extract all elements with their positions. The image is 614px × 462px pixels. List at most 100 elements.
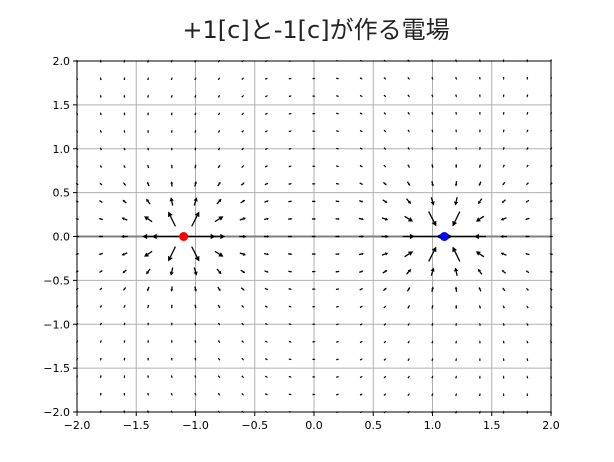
field-arrow (428, 246, 437, 262)
arrow-head (220, 233, 226, 240)
arrow-head (147, 394, 149, 396)
arrow-head (123, 77, 126, 79)
arrow-shaft (217, 130, 220, 133)
arrow-head (144, 252, 150, 257)
field-arrow (455, 129, 457, 133)
field-arrow (170, 94, 173, 98)
arrow-head (431, 148, 434, 151)
arrow-head (99, 288, 102, 291)
field-arrow (122, 199, 127, 204)
field-arrow (98, 252, 103, 256)
arrow-head (171, 376, 173, 379)
arrow-head (431, 166, 434, 169)
field-arrow (312, 165, 316, 168)
arrow-head (407, 217, 414, 222)
arrow-head (147, 112, 149, 114)
field-arrow (359, 147, 363, 150)
arrow-shaft (407, 358, 410, 361)
field-arrow (98, 235, 103, 238)
field-arrow (264, 165, 269, 168)
arrow-head (242, 358, 244, 361)
arrow-head (218, 376, 221, 379)
field-arrow (264, 340, 268, 343)
field-arrow (214, 250, 224, 257)
field-arrow (336, 305, 340, 308)
field-arrow (526, 147, 529, 151)
arrow-head (337, 183, 340, 185)
arrow-shaft (454, 250, 461, 262)
arrow-shaft (383, 323, 386, 326)
field-arrow (525, 252, 530, 256)
arrow-shaft (217, 375, 220, 378)
field-arrow (312, 182, 316, 185)
field-arrow (526, 322, 529, 326)
field-arrow (407, 76, 410, 80)
field-arrow (217, 392, 221, 396)
arrow-shaft (383, 94, 386, 97)
field-arrow (193, 197, 198, 206)
field-arrow (407, 94, 410, 98)
arrow-head (242, 252, 247, 256)
field-arrow (383, 393, 387, 396)
field-arrow (381, 252, 389, 256)
field-arrow (526, 94, 529, 98)
arrow-shaft (383, 376, 386, 379)
arrow-head (408, 393, 410, 395)
field-arrow (404, 215, 414, 222)
arrow-head (147, 164, 149, 167)
arrow-shaft (455, 197, 458, 202)
field-arrow (170, 340, 173, 344)
arrow-head (407, 251, 414, 256)
field-arrow (241, 392, 245, 396)
arrow-head (384, 217, 389, 221)
arrow-head (290, 182, 293, 185)
field-arrow (123, 322, 126, 326)
arrow-head (194, 129, 197, 132)
arrow-head (123, 129, 126, 132)
arrow-head (314, 376, 316, 378)
arrow-head (385, 234, 389, 239)
arrow-shaft (383, 181, 386, 185)
field-arrow (288, 340, 292, 343)
field-arrow (383, 340, 387, 344)
field-arrow (239, 234, 247, 239)
arrow-shaft (526, 182, 529, 185)
arrow-shaft (359, 376, 362, 379)
field-arrow (264, 77, 268, 80)
arrow-shaft (502, 181, 506, 185)
arrow-shaft (194, 286, 197, 290)
arrow-shaft (431, 112, 434, 115)
arrow-shaft (526, 341, 529, 344)
arrow-shaft (502, 306, 505, 309)
arrow-shaft (100, 183, 103, 186)
field-arrow (455, 164, 458, 169)
field-arrow (217, 77, 221, 81)
arrow-head (384, 393, 387, 395)
arrow-head (549, 235, 551, 238)
field-arrow (264, 287, 269, 291)
arrow-head (123, 112, 126, 114)
x-tick-label: −1.0 (182, 419, 209, 432)
field-arrow (502, 112, 505, 116)
field-arrow (99, 77, 102, 81)
arrow-shaft (359, 182, 362, 185)
arrow-head (147, 129, 149, 132)
arrow-shaft (147, 250, 153, 255)
field-arrow (99, 200, 103, 203)
field-arrow (502, 287, 506, 292)
arrow-head (290, 341, 292, 343)
arrow-head (99, 341, 102, 344)
arrow-head (455, 166, 458, 169)
arrow-head (242, 323, 244, 326)
field-arrow (431, 340, 434, 344)
arrow-head (218, 94, 221, 97)
arrow-shaft (263, 252, 267, 255)
arrow-shaft (239, 218, 244, 221)
arrow-shaft (240, 287, 244, 290)
field-arrow (99, 357, 102, 361)
arrow-shaft (479, 288, 482, 292)
field-arrow (454, 267, 459, 276)
arrow-head (218, 288, 221, 292)
arrow-head (384, 358, 387, 360)
